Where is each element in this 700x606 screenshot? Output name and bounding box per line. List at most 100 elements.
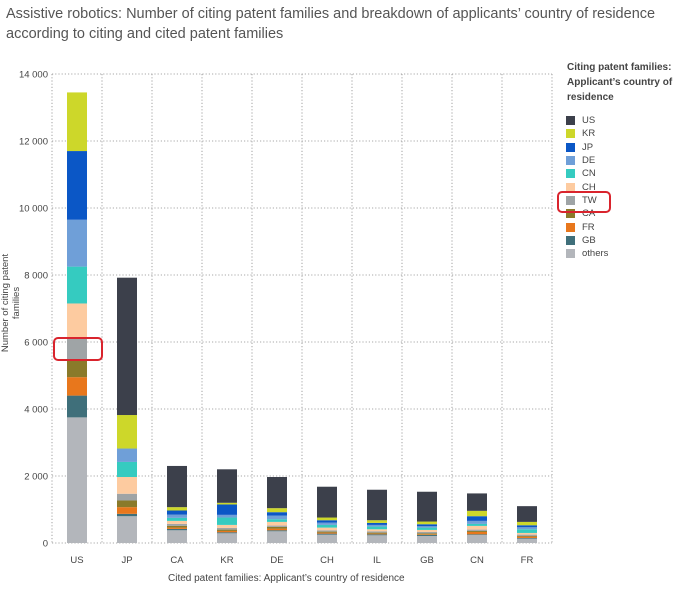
bar-segment-fr-kr — [517, 522, 537, 525]
bar-segment-cn-ca — [467, 531, 487, 532]
x-tick-label-de: DE — [270, 555, 283, 566]
bar-segment-il-tw — [367, 531, 387, 532]
bar-segment-il-fr — [367, 534, 387, 535]
bar-segment-jp-de — [117, 449, 137, 462]
legend: USKRJPDECNCHTWCAFRGBothers — [566, 114, 608, 260]
x-tick-label-cn: CN — [470, 555, 484, 566]
bar-segment-gb-kr — [417, 522, 437, 525]
legend-item-gb: GB — [566, 234, 608, 247]
bar-segment-kr-fr — [217, 531, 237, 532]
y-tick-label: 2 000 — [24, 472, 48, 483]
bar-segment-ca-tw — [167, 524, 187, 526]
bar-segment-fr-de — [517, 527, 537, 529]
bar-segment-kr-kr — [217, 503, 237, 505]
bar-segment-il-de — [367, 525, 387, 527]
bar-segment-gb-de — [417, 526, 437, 527]
legend-title: Citing patent families: Applicant’s coun… — [567, 60, 697, 105]
bar-segment-gb-ca — [417, 533, 437, 534]
legend-label: JP — [582, 142, 593, 153]
legend-label: KR — [582, 128, 595, 139]
bar-segment-il-jp — [367, 523, 387, 525]
bar-segment-kr-ca — [217, 530, 237, 531]
bar-segment-de-others — [267, 531, 287, 543]
bar-segment-jp-ca — [117, 500, 137, 507]
legend-item-de: DE — [566, 154, 608, 167]
legend-swatch — [566, 116, 575, 125]
y-tick-label: 12 000 — [19, 137, 48, 148]
bar-segment-jp-cn — [117, 462, 137, 477]
legend-item-cn: CN — [566, 167, 608, 180]
legend-swatch — [566, 223, 575, 232]
bar-segment-fr-tw — [517, 535, 537, 536]
bar-segment-gb-others — [417, 536, 437, 543]
bar-segment-cn-cn — [467, 524, 487, 526]
bar-segment-il-us — [367, 490, 387, 520]
bar-segment-ca-kr — [167, 507, 187, 510]
bar-segment-us-ch — [67, 303, 87, 338]
y-tick-label: 8 000 — [24, 271, 48, 282]
bar-segment-il-others — [367, 535, 387, 543]
x-axis-title: Cited patent families: Applicant’s count… — [168, 573, 405, 584]
bar-segment-gb-tw — [417, 532, 437, 533]
bar-segment-ch-de — [317, 523, 337, 525]
legend-item-us: US — [566, 114, 608, 127]
bar-segment-ch-ca — [317, 532, 337, 533]
bar-segment-ch-cn — [317, 525, 337, 528]
bar-segment-de-jp — [267, 512, 287, 515]
bar-segment-ch-gb — [317, 534, 337, 535]
bar-segment-cn-ch — [467, 526, 487, 530]
bar-segment-de-cn — [267, 519, 287, 522]
bar-segment-cn-jp — [467, 516, 487, 521]
bar-segment-ca-ch — [167, 521, 187, 524]
bar-segment-kr-cn — [217, 518, 237, 525]
x-tick-label-ch: CH — [320, 555, 334, 566]
legend-label: GB — [582, 235, 596, 246]
bar-segment-ch-kr — [317, 518, 337, 521]
bar-segment-ch-jp — [317, 520, 337, 522]
bar-segment-kr-tw — [217, 528, 237, 530]
legend-swatch — [566, 143, 575, 152]
bar-segment-fr-others — [517, 539, 537, 543]
bar-segment-de-kr — [267, 508, 287, 512]
bar-segment-cn-gb — [467, 534, 487, 535]
bar-segment-ca-gb — [167, 529, 187, 530]
bar-segment-cn-tw — [467, 530, 487, 531]
x-tick-label-jp: JP — [121, 555, 132, 566]
bar-segment-ca-jp — [167, 511, 187, 515]
bar-segment-ch-fr — [317, 533, 337, 534]
chart-title: Assistive robotics: Number of citing pat… — [6, 4, 686, 44]
x-tick-label-us: US — [70, 555, 83, 566]
bar-segment-gb-cn — [417, 528, 437, 530]
bar-segment-us-gb — [67, 396, 87, 418]
bar-segment-de-ch — [267, 522, 287, 526]
bar-segment-de-tw — [267, 526, 287, 527]
bar-segment-us-fr — [67, 377, 87, 395]
bar-segment-de-gb — [267, 530, 287, 531]
x-tick-label-kr: KR — [220, 555, 233, 566]
bar-segment-il-ca — [367, 533, 387, 534]
bar-segment-kr-us — [217, 469, 237, 503]
y-tick-label: 0 — [43, 539, 48, 550]
bar-segment-fr-fr — [517, 537, 537, 538]
highlight-box-us-tw — [53, 337, 103, 361]
bar-segment-jp-kr — [117, 415, 137, 449]
bar-segment-fr-us — [517, 506, 537, 522]
y-tick-label: 4 000 — [24, 405, 48, 416]
legend-label: others — [582, 248, 608, 259]
bar-segment-gb-gb — [417, 535, 437, 536]
legend-item-fr: FR — [566, 220, 608, 233]
x-tick-label-fr: FR — [521, 555, 534, 566]
bar-segment-ca-us — [167, 466, 187, 507]
legend-label: CN — [582, 168, 596, 179]
bar-segment-gb-ch — [417, 530, 437, 532]
bar-segment-us-cn — [67, 267, 87, 304]
bar-segment-ca-ca — [167, 526, 187, 528]
bar-segment-gb-fr — [417, 534, 437, 535]
y-axis-title: Number of citing patent families — [0, 248, 22, 358]
bar-segment-cn-kr — [467, 511, 487, 516]
y-tick-label: 10 000 — [19, 204, 48, 215]
bar-segment-kr-de — [217, 515, 237, 518]
bar-segment-fr-gb — [517, 538, 537, 539]
bar-segment-kr-jp — [217, 504, 237, 514]
bar-segment-ch-others — [317, 535, 337, 543]
